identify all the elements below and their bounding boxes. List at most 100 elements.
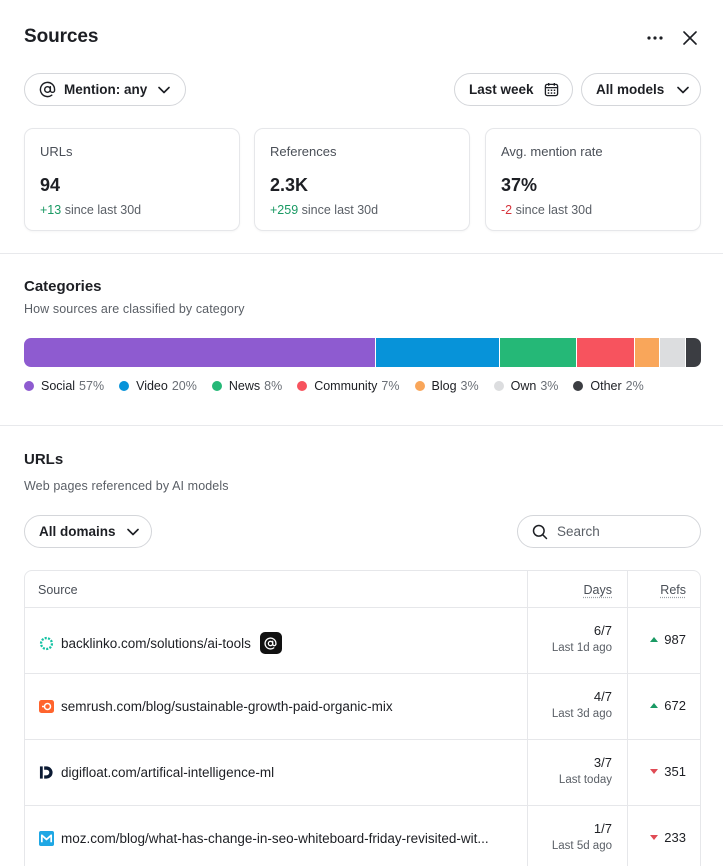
legend-percent: 7% bbox=[381, 379, 400, 393]
table-row[interactable]: backlinko.com/solutions/ai-tools 6/7 Las… bbox=[25, 608, 700, 674]
stat-delta: +259 since last 30d bbox=[270, 203, 378, 217]
legend-dot bbox=[119, 381, 130, 391]
stat-value: 2.3K bbox=[270, 175, 309, 195]
legend-percent: 3% bbox=[540, 379, 559, 393]
chevron-down-icon bbox=[677, 86, 690, 93]
days-last-seen: Last 1d ago bbox=[551, 642, 612, 654]
legend-dot bbox=[414, 381, 425, 391]
urls-table: Source Days Refs backlinko.com/solutions… bbox=[24, 570, 701, 866]
days-value: 1/7 bbox=[593, 821, 612, 836]
backlinko-ring-icon bbox=[38, 635, 54, 651]
more-horizontal-icon bbox=[647, 36, 663, 40]
categories-title: Categories bbox=[24, 278, 102, 295]
category-segment-community[interactable] bbox=[577, 338, 636, 367]
digifloat-icon bbox=[38, 764, 54, 780]
panel-header: Sources bbox=[0, 0, 723, 76]
moz-icon bbox=[38, 830, 54, 846]
category-segment-video[interactable] bbox=[376, 338, 500, 367]
legend-dot bbox=[211, 381, 222, 391]
category-segment-other[interactable] bbox=[686, 338, 701, 367]
legend-dot bbox=[573, 381, 584, 391]
semrush-icon bbox=[38, 698, 54, 714]
refs-cell: 351 bbox=[650, 764, 686, 779]
at-sign-icon bbox=[264, 636, 277, 650]
category-distribution-bar bbox=[24, 338, 701, 367]
refs-value: 233 bbox=[664, 830, 686, 845]
search-box[interactable] bbox=[517, 515, 701, 548]
source-url[interactable]: digifloat.com/artifical-intelligence-ml bbox=[61, 764, 275, 780]
days-cell: 3/7 Last today bbox=[559, 755, 612, 786]
stat-label: URLs bbox=[40, 144, 73, 159]
domain-filter-dropdown[interactable]: All domains bbox=[24, 515, 152, 548]
stat-label: Avg. mention rate bbox=[501, 144, 603, 159]
refs-cell: 233 bbox=[650, 830, 686, 845]
days-last-seen: Last 3d ago bbox=[551, 708, 612, 720]
search-input[interactable] bbox=[557, 524, 687, 539]
models-filter-dropdown[interactable]: All models bbox=[581, 73, 701, 106]
refs-cell: 987 bbox=[650, 632, 686, 647]
legend-item-community: Community 7% bbox=[297, 379, 400, 393]
category-segment-own[interactable] bbox=[659, 338, 687, 367]
stat-card-urls: URLs 94 +13 since last 30d bbox=[24, 128, 240, 231]
category-legend: Social 57% Video 20% News 8% Community 7% Blog 3%… bbox=[24, 379, 659, 393]
source-cell: digifloat.com/artifical-intelligence-ml bbox=[38, 764, 274, 780]
stat-card-mention-rate: Avg. mention rate 37% -2 since last 30d bbox=[485, 128, 701, 231]
period-filter-label: Last week bbox=[469, 82, 534, 97]
at-sign-icon bbox=[39, 81, 56, 98]
legend-item-other: Other 2% bbox=[573, 379, 644, 393]
source-cell: backlinko.com/solutions/ai-tools bbox=[38, 632, 282, 654]
trend-up-icon bbox=[650, 637, 659, 642]
stat-value: 94 bbox=[40, 175, 61, 195]
days-cell: 6/7 Last 1d ago bbox=[552, 623, 612, 654]
category-segment-social[interactable] bbox=[24, 338, 377, 367]
legend-label: Video bbox=[136, 379, 168, 393]
domain-filter-label: All domains bbox=[39, 524, 116, 539]
table-row[interactable]: digifloat.com/artifical-intelligence-ml … bbox=[25, 740, 700, 806]
section-divider bbox=[0, 253, 723, 254]
models-filter-label: All models bbox=[596, 82, 665, 97]
column-header-refs[interactable]: Refs bbox=[660, 583, 686, 597]
refs-value: 672 bbox=[664, 698, 686, 713]
legend-item-news: News 8% bbox=[211, 379, 283, 393]
legend-label: Blog bbox=[431, 379, 457, 393]
mention-filter-dropdown[interactable]: Mention: any bbox=[24, 73, 186, 106]
more-options-button[interactable] bbox=[641, 24, 669, 52]
refs-value: 987 bbox=[664, 632, 686, 647]
stat-value: 37% bbox=[501, 175, 538, 195]
source-url[interactable]: moz.com/blog/what-has-change-in-seo-whit… bbox=[61, 830, 489, 846]
legend-percent: 20% bbox=[171, 379, 197, 393]
days-value: 3/7 bbox=[593, 755, 612, 770]
legend-percent: 2% bbox=[625, 379, 644, 393]
close-icon bbox=[683, 31, 697, 45]
column-header-days[interactable]: Days bbox=[583, 583, 612, 597]
table-row[interactable]: moz.com/blog/what-has-change-in-seo-whit… bbox=[25, 806, 700, 866]
search-icon bbox=[532, 524, 548, 539]
trend-up-icon bbox=[650, 703, 659, 708]
stat-delta-value: +13 bbox=[40, 203, 62, 217]
period-filter-dropdown[interactable]: Last week bbox=[454, 73, 573, 106]
refs-value: 351 bbox=[664, 764, 686, 779]
chevron-down-icon bbox=[158, 86, 171, 93]
table-row[interactable]: semrush.com/blog/sustainable-growth-paid… bbox=[25, 674, 700, 740]
stat-delta-suffix: since last 30d bbox=[301, 203, 379, 217]
close-button[interactable] bbox=[676, 24, 704, 52]
source-url[interactable]: backlinko.com/solutions/ai-tools bbox=[61, 635, 251, 651]
category-segment-news[interactable] bbox=[499, 338, 578, 367]
stat-delta: -2 since last 30d bbox=[501, 203, 592, 217]
source-url[interactable]: semrush.com/blog/sustainable-growth-paid… bbox=[61, 698, 393, 714]
stat-delta-value: -2 bbox=[501, 203, 513, 217]
legend-label: Community bbox=[314, 379, 378, 393]
legend-item-social: Social 57% bbox=[24, 379, 104, 393]
column-divider bbox=[527, 571, 528, 866]
legend-percent: 8% bbox=[264, 379, 283, 393]
days-value: 6/7 bbox=[593, 623, 612, 638]
chevron-down-icon bbox=[126, 528, 139, 535]
legend-label: Social bbox=[41, 379, 76, 393]
category-segment-blog[interactable] bbox=[635, 338, 660, 367]
trend-down-icon bbox=[650, 769, 659, 774]
days-cell: 1/7 Last 5d ago bbox=[552, 821, 612, 852]
legend-item-blog: Blog 3% bbox=[414, 379, 479, 393]
categories-subtitle: How sources are classified by category bbox=[24, 302, 245, 316]
days-last-seen: Last 5d ago bbox=[551, 840, 612, 852]
legend-dot bbox=[493, 381, 504, 391]
